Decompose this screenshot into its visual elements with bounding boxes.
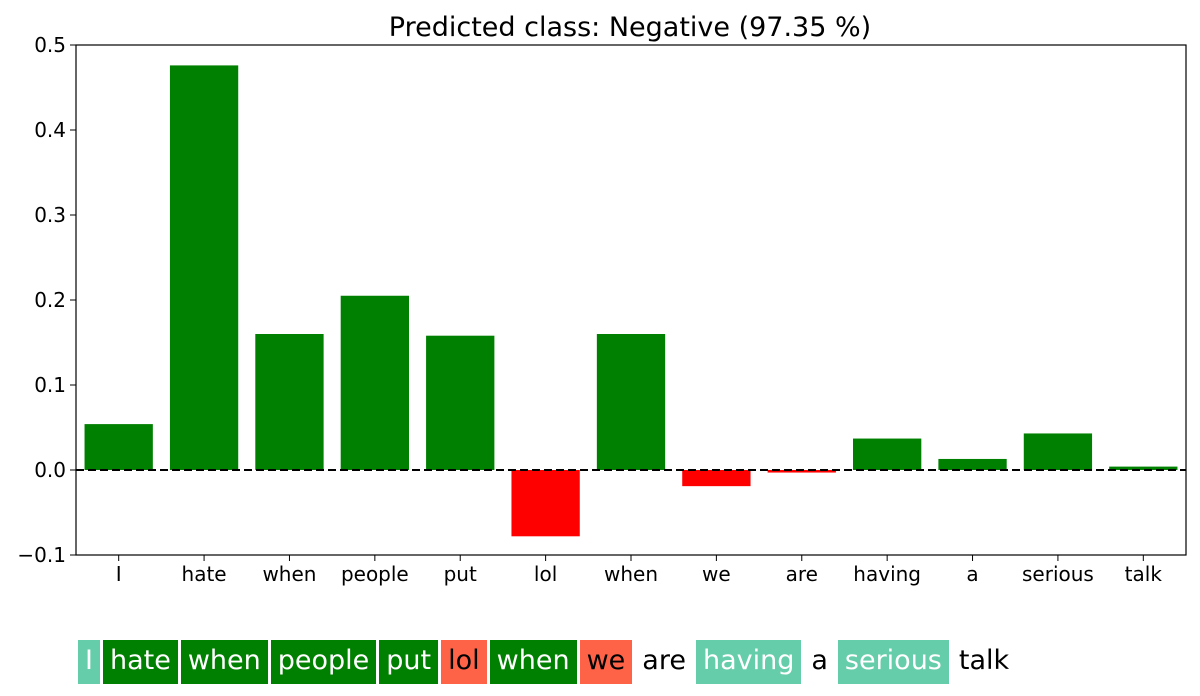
- x-tick-label: put: [444, 562, 477, 586]
- bar-3: [340, 295, 409, 470]
- highlighted-token: lol: [441, 640, 487, 684]
- x-tick-label: when: [262, 562, 316, 586]
- highlighted-token: serious: [837, 640, 949, 684]
- highlighted-token: when: [180, 640, 268, 684]
- highlighted-token: we: [579, 640, 633, 684]
- bar-0: [84, 424, 153, 470]
- x-tick-label: we: [702, 562, 731, 586]
- bar-7: [682, 470, 751, 487]
- x-tick-label: a: [966, 562, 978, 586]
- highlighted-token: put: [379, 640, 439, 684]
- y-tick-label: 0.0: [34, 458, 66, 482]
- x-tick-label: I: [116, 562, 122, 586]
- highlighted-token: are: [635, 640, 693, 684]
- y-tick-label: 0.5: [34, 33, 66, 57]
- bar-4: [426, 335, 495, 470]
- highlighted-token: talk: [951, 640, 1017, 684]
- x-tick-label: are: [786, 562, 818, 586]
- highlighted-token: a: [804, 640, 835, 684]
- bar-11: [1023, 433, 1093, 470]
- chart-title: Predicted class: Negative (97.35 %): [389, 12, 871, 43]
- bar-5: [511, 470, 580, 537]
- bar-2: [255, 334, 324, 470]
- x-tick-label: lol: [534, 562, 557, 586]
- bar-8: [767, 470, 836, 473]
- x-tick-label: having: [853, 562, 921, 586]
- bar-9: [853, 438, 922, 470]
- plot-frame: [75, 44, 1187, 556]
- bar-10: [938, 458, 1007, 470]
- x-tick-label: hate: [182, 562, 227, 586]
- highlighted-token: people: [270, 640, 377, 684]
- bar-chart: Predicted class: Negative (97.35 %) −0.1…: [17, 12, 1187, 586]
- y-tick-label: −0.1: [17, 543, 66, 567]
- bar-6: [596, 334, 666, 470]
- y-tick-label: 0.4: [34, 118, 66, 142]
- y-tick-label: 0.1: [34, 373, 66, 397]
- x-tick-label: when: [604, 562, 658, 586]
- highlighted-token: I: [78, 640, 100, 684]
- x-tick-label: people: [341, 562, 409, 586]
- bar-12: [1109, 466, 1178, 470]
- highlighted-token: when: [489, 640, 577, 684]
- x-tick-label: talk: [1125, 562, 1163, 586]
- y-tick-label: 0.2: [34, 288, 66, 312]
- x-tick-label: serious: [1022, 562, 1094, 586]
- bar-1: [169, 65, 239, 471]
- highlighted-token: hate: [102, 640, 178, 684]
- y-tick-label: 0.3: [34, 203, 66, 227]
- highlighted-token: having: [695, 640, 802, 684]
